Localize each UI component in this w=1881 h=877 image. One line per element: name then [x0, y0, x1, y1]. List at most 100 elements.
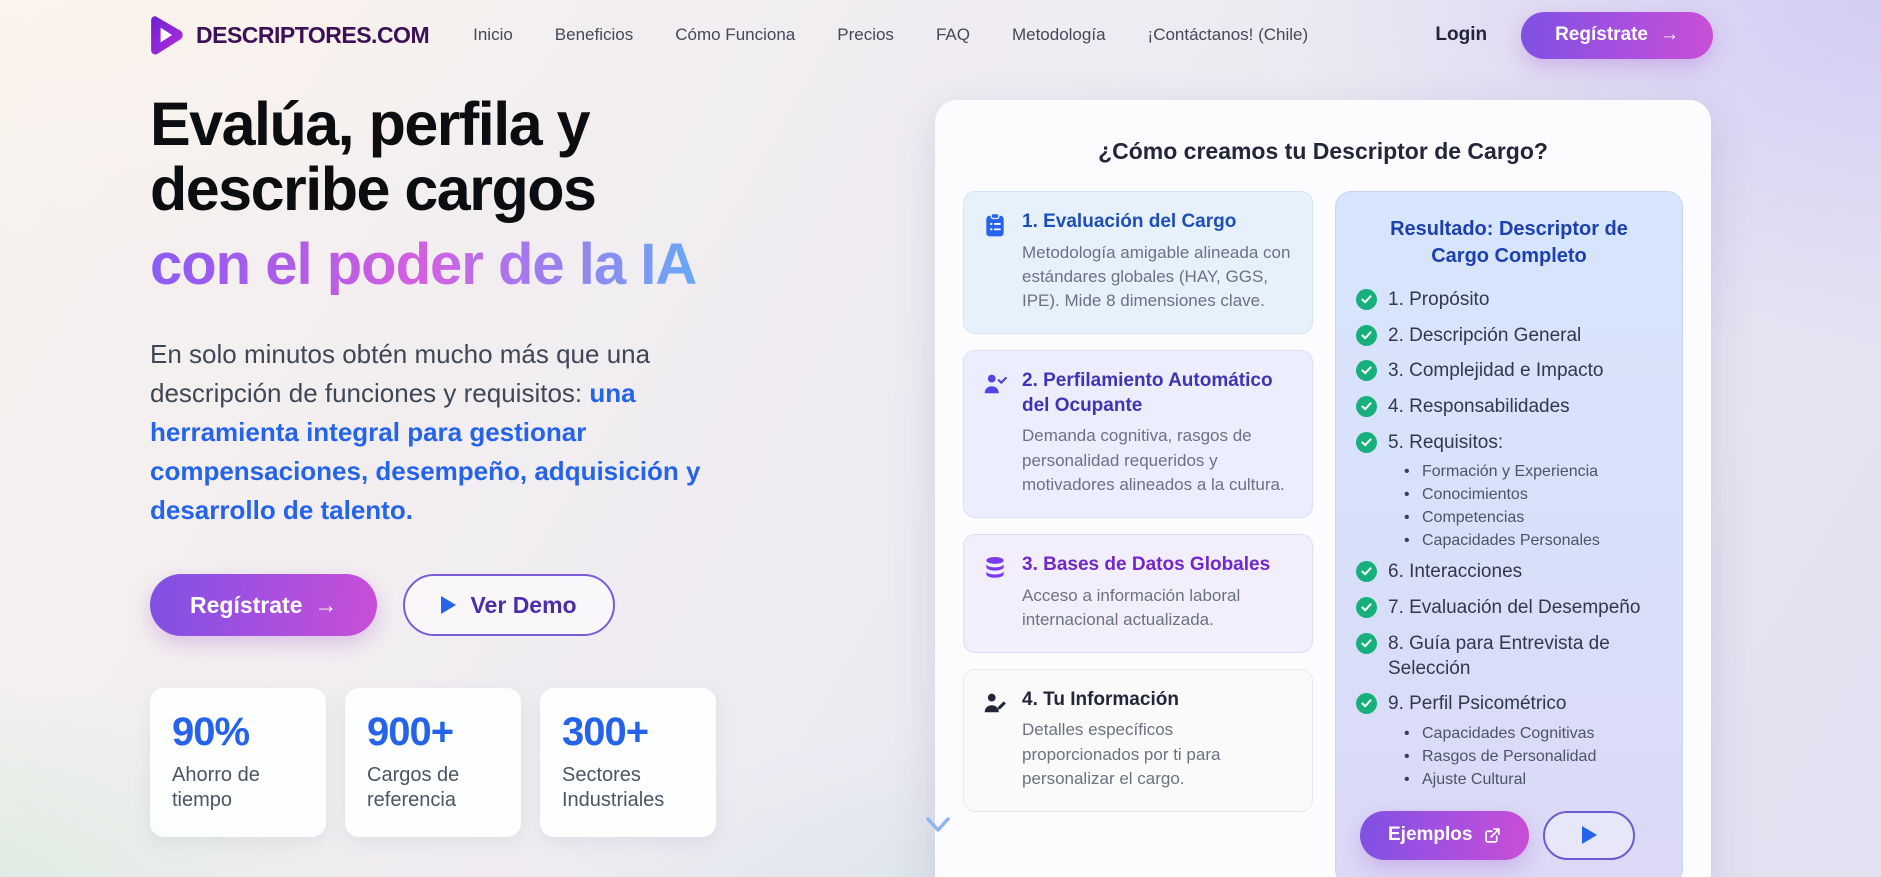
clipboard-icon: [982, 212, 1008, 243]
login-link[interactable]: Login: [1435, 24, 1488, 45]
ejemplos-button[interactable]: Ejemplos: [1360, 810, 1530, 860]
nav-link-precios[interactable]: Precios: [837, 25, 894, 44]
result-item-label: 8. Guía para Entrevista de Selección: [1388, 632, 1610, 679]
result-subitem: Rasgos de Personalidad: [1402, 748, 1662, 766]
external-link-icon: [1484, 827, 1501, 844]
result-item-label: 7. Evaluación del Desempeño: [1388, 597, 1641, 619]
check-icon: [1356, 431, 1377, 453]
play-icon: [1581, 826, 1597, 845]
brand-logo-icon: [148, 12, 190, 58]
check-icon: [1356, 396, 1377, 418]
chevron-down-icon[interactable]: [923, 814, 953, 843]
step-title: 4. Tu Información: [1022, 688, 1179, 710]
hero-section: Evalúa, perfila y describe cargos con el…: [150, 90, 790, 838]
hero-title: Evalúa, perfila y describe cargos: [150, 90, 790, 224]
hero-title-gradient: con el poder de la IA: [150, 234, 790, 296]
result-title: Resultado: Descriptor de Cargo Completo: [1390, 218, 1628, 267]
result-subitem: Capacidades Cognitivas: [1402, 725, 1662, 743]
check-icon: [1356, 632, 1377, 654]
result-subitem: Conocimientos: [1402, 486, 1662, 504]
stats-row: 90% Ahorro de tiempo 900+ Cargos de refe…: [150, 688, 790, 838]
check-icon: [1356, 360, 1377, 382]
step-content: 1. Evaluación del Cargo Metodología amig…: [1022, 210, 1294, 313]
step-content: 3. Bases de Datos Globales Acceso a info…: [1022, 553, 1294, 632]
result-item: 9. Perfil Psicométrico: [1356, 692, 1662, 717]
stat-label: Cargos de referencia: [367, 764, 460, 812]
stat-value: 900+: [367, 710, 454, 755]
step-title: 3. Bases de Datos Globales: [1022, 553, 1271, 575]
hero-paragraph-highlight: una herramienta integral para gestionar …: [150, 378, 701, 526]
check-icon: [1356, 324, 1377, 346]
result-item-label: 2. Descripción General: [1388, 324, 1582, 346]
hero-title-line1: Evalúa, perfila y: [150, 90, 591, 158]
result-subitem: Formación y Experiencia: [1402, 463, 1662, 481]
nav-link-faq[interactable]: FAQ: [935, 25, 970, 44]
stat-card-ahorro: 90% Ahorro de tiempo: [150, 688, 326, 838]
stat-card-cargos: 900+ Cargos de referencia: [345, 688, 521, 838]
hero-paragraph-regular: En solo minutos obtén mucho más que una …: [150, 339, 651, 409]
brand-logo[interactable]: DESCRIPTORES.COM: [148, 12, 430, 58]
brand-name: DESCRIPTORES.COM: [196, 21, 430, 48]
step-title: 1. Evaluación del Cargo: [1022, 211, 1237, 232]
nav-register-button[interactable]: Regístrate →: [1521, 11, 1713, 59]
result-item-label: 3. Complejidad e Impacto: [1388, 360, 1604, 382]
database-icon: [982, 555, 1008, 586]
arrow-right-icon: →: [314, 591, 338, 618]
result-item-label: 4. Responsabilidades: [1388, 396, 1570, 418]
step-card-perfilamiento: 2. Perfilamiento Automático del Ocupante…: [963, 350, 1313, 518]
step-desc: Acceso a información laboral internacion…: [1022, 585, 1241, 629]
step-desc: Detalles específicos proporcionados por …: [1022, 720, 1221, 788]
result-item-label: 1. Propósito: [1388, 289, 1490, 310]
result-item: 4. Responsabilidades: [1356, 395, 1662, 420]
steps-column: 1. Evaluación del Cargo Metodología amig…: [963, 191, 1313, 877]
nav-link-inicio[interactable]: Inicio: [473, 25, 513, 44]
result-item: 8. Guía para Entrevista de Selección: [1356, 632, 1662, 681]
panel-columns: 1. Evaluación del Cargo Metodología amig…: [963, 191, 1683, 877]
stat-value: 90%: [172, 710, 250, 755]
result-card: Resultado: Descriptor de Cargo Completo …: [1335, 191, 1683, 877]
nav-link-beneficios[interactable]: Beneficios: [554, 25, 634, 44]
result-subitem: Ajuste Cultural: [1402, 771, 1662, 789]
nav-link-como-funciona[interactable]: Cómo Funciona: [675, 25, 796, 44]
check-icon: [1356, 693, 1377, 715]
step-card-evaluacion: 1. Evaluación del Cargo Metodología amig…: [963, 191, 1313, 335]
hero-register-label: Regístrate: [190, 591, 303, 618]
check-icon: [1356, 597, 1377, 619]
person-edit-icon: [982, 690, 1008, 721]
step-desc: Metodología amigable alineada con estánd…: [1022, 242, 1291, 310]
hero-title-line2: describe cargos: [150, 155, 597, 224]
result-item: 7. Evaluación del Desempeño: [1356, 596, 1662, 621]
ejemplos-label: Ejemplos: [1388, 824, 1473, 846]
nav-link-contactanos[interactable]: ¡Contáctanos! (Chile): [1147, 25, 1309, 44]
result-item: 3. Complejidad e Impacto: [1356, 359, 1662, 384]
panel-title: ¿Cómo creamos tu Descriptor de Cargo?: [1098, 138, 1548, 164]
stat-label: Sectores Industriales: [562, 764, 665, 812]
result-subitem: Capacidades Personales: [1402, 532, 1662, 550]
play-demo-button[interactable]: [1543, 810, 1636, 860]
result-item-label: 6. Interacciones: [1388, 561, 1523, 583]
stat-value: 300+: [562, 710, 649, 755]
hero-register-button[interactable]: Regístrate →: [150, 574, 378, 637]
top-nav: DESCRIPTORES.COM Inicio Beneficios Cómo …: [0, 0, 1881, 70]
result-item: 1. Propósito: [1356, 288, 1662, 313]
demo-button-label: Ver Demo: [470, 591, 577, 618]
result-subitems: Formación y Experiencia Conocimientos Co…: [1402, 463, 1662, 550]
result-item: 6. Interacciones: [1356, 560, 1662, 585]
arrow-right-icon: →: [1660, 24, 1679, 45]
hero-paragraph: En solo minutos obtén mucho más que una …: [150, 335, 740, 530]
result-subitem: Competencias: [1402, 509, 1662, 527]
result-item-label: 9. Perfil Psicométrico: [1388, 693, 1567, 715]
nav-register-label: Regístrate: [1555, 24, 1648, 45]
step-content: 2. Perfilamiento Automático del Ocupante…: [1022, 369, 1294, 497]
nav-links: Inicio Beneficios Cómo Funciona Precios …: [473, 25, 1435, 45]
stat-label: Ahorro de tiempo: [172, 764, 260, 812]
demo-button[interactable]: Ver Demo: [403, 574, 615, 637]
step-card-tu-informacion: 4. Tu Información Detalles específicos p…: [963, 668, 1313, 812]
step-desc: Demanda cognitiva, rasgos de personalida…: [1022, 426, 1285, 494]
nav-link-metodologia[interactable]: Metodología: [1011, 25, 1106, 44]
result-cta-row: Ejemplos: [1356, 810, 1662, 860]
check-icon: [1356, 289, 1377, 310]
person-check-icon: [982, 371, 1008, 402]
hero-cta-row: Regístrate → Ver Demo: [150, 574, 790, 637]
